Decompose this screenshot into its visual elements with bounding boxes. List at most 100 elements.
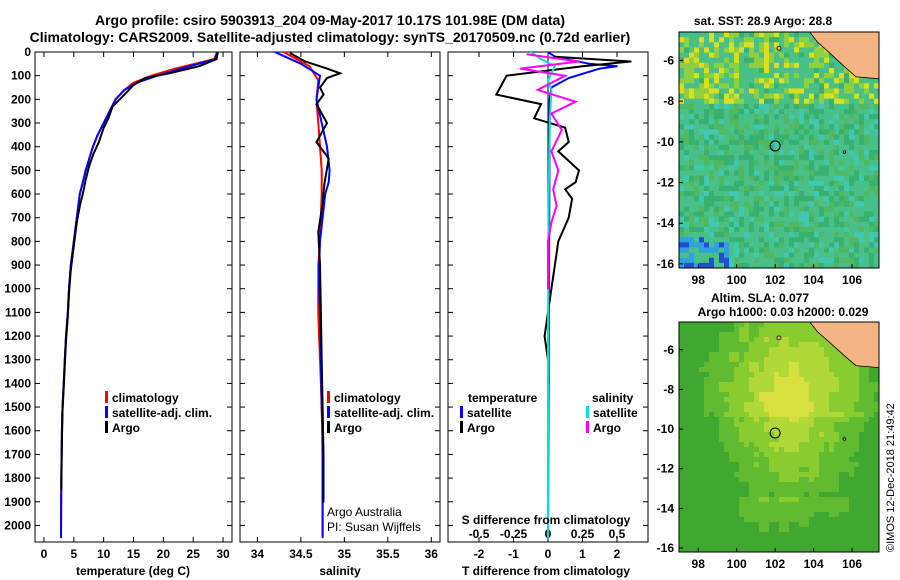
map-cell [824, 103, 830, 110]
map-cell [759, 221, 765, 228]
map-cell [769, 337, 775, 343]
map-cell [864, 427, 870, 433]
series-point [102, 122, 105, 124]
map-cell [714, 377, 720, 383]
map-cell [699, 129, 705, 136]
map-cell [844, 237, 850, 243]
map-cell [684, 247, 690, 254]
map-cell [774, 170, 780, 177]
map-cell [719, 332, 725, 338]
map-cell [779, 191, 785, 197]
map-cell [859, 432, 865, 438]
map-cell [784, 108, 790, 115]
map-cell [784, 114, 790, 120]
temperature-legend: climatology satellite-adj. clim. Argo [105, 391, 212, 435]
map-cell [784, 507, 790, 513]
map-cell [699, 392, 705, 398]
map-cell [749, 362, 755, 368]
map-cell [764, 155, 770, 161]
map-cell [759, 342, 765, 348]
map-cell [814, 357, 820, 363]
map-cell [824, 437, 830, 443]
map-cell [754, 512, 760, 518]
map-cell [864, 432, 870, 438]
map-cell [784, 327, 790, 333]
series-point [555, 205, 558, 207]
map-cell [839, 88, 845, 94]
map-cell [704, 57, 710, 64]
map-cell [759, 206, 765, 212]
map-cell [734, 144, 740, 151]
map-cell [844, 262, 850, 268]
map-cell [779, 427, 785, 433]
map-cell [734, 427, 740, 433]
map-cell [694, 108, 700, 115]
map-cell [789, 155, 795, 161]
map-cell [734, 114, 740, 120]
map-cell [799, 342, 805, 348]
map-cell [844, 124, 850, 130]
map-cell [814, 527, 820, 533]
map-cell [764, 191, 770, 197]
map-cell [744, 108, 750, 115]
map-cell [684, 134, 690, 141]
map-cell [789, 232, 795, 238]
map-cell [744, 407, 750, 413]
map-cell [754, 432, 760, 438]
map-cell [769, 257, 775, 264]
map-cell [794, 442, 800, 448]
map-cell [814, 262, 820, 268]
map-cell [789, 467, 795, 473]
map-cell [714, 462, 720, 468]
map-cell [774, 129, 780, 136]
map-cell [724, 447, 730, 453]
map-cell [829, 532, 835, 538]
map-cell [724, 247, 730, 254]
map-cell [714, 103, 720, 110]
map-cell [829, 93, 835, 100]
map-cell [804, 185, 810, 192]
map-cell [769, 201, 775, 207]
map-cell [804, 352, 810, 358]
map-cell [799, 347, 805, 353]
map-cell [694, 392, 700, 398]
map-cell [749, 165, 755, 171]
map-cell [789, 114, 795, 120]
map-cell [789, 537, 795, 543]
series-point [554, 65, 556, 68]
map-cell [839, 417, 845, 423]
map-cell [824, 262, 830, 268]
map-cell [749, 114, 755, 120]
map-cell [834, 422, 840, 428]
map-cell [804, 397, 810, 403]
map-cell [739, 262, 745, 268]
map-cell [834, 93, 840, 100]
map-cell [864, 221, 870, 228]
map-cell [844, 457, 850, 463]
map-cell [754, 332, 760, 338]
series-point [180, 67, 183, 70]
map-cell [744, 114, 750, 120]
map-cell [839, 196, 845, 202]
map-cell [874, 150, 879, 156]
map-cell [864, 98, 870, 105]
map-cell [829, 467, 835, 473]
map-cell [869, 507, 875, 513]
map-cell [774, 512, 780, 518]
map-cell [829, 73, 835, 79]
map-cell [814, 119, 820, 125]
map-cell [704, 532, 710, 538]
map-cell [874, 492, 879, 498]
map-cell [789, 452, 795, 458]
map-cell [864, 232, 870, 238]
map-cell [759, 134, 765, 141]
map-cell [779, 487, 785, 493]
map-cell [734, 357, 740, 363]
map-cell [759, 387, 765, 393]
map-cell [869, 447, 875, 453]
map-cell [754, 452, 760, 458]
map-cell [699, 412, 705, 418]
map-cell [689, 242, 695, 248]
map-cell [844, 512, 850, 518]
series-point [578, 60, 580, 63]
